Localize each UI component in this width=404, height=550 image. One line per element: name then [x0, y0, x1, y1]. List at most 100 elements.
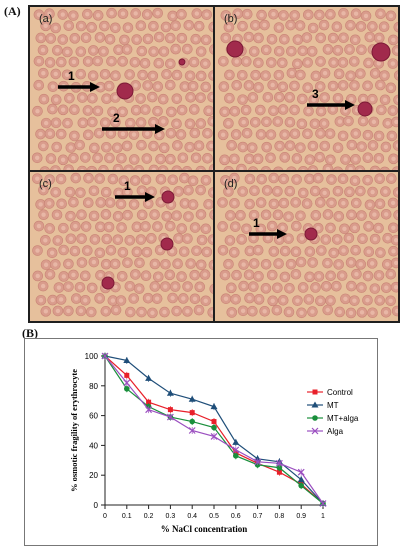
erythrocyte — [297, 187, 309, 199]
erythrocyte — [350, 197, 362, 209]
erythrocyte — [169, 281, 181, 292]
erythrocyte — [238, 259, 249, 270]
y-tick-label: 20 — [89, 471, 98, 480]
erythrocyte — [369, 233, 381, 245]
erythrocyte — [52, 305, 64, 317]
erythrocyte — [167, 292, 178, 304]
erythrocyte — [332, 92, 344, 104]
erythrocyte — [230, 293, 241, 305]
erythrocyte — [277, 222, 288, 234]
erythrocyte — [356, 44, 367, 56]
erythrocyte — [367, 186, 378, 198]
erythrocyte — [260, 166, 272, 170]
erythrocyte — [178, 293, 189, 304]
erythrocyte — [190, 152, 202, 164]
erythrocyte — [267, 79, 278, 91]
erythrocyte — [337, 80, 349, 91]
erythrocyte — [50, 187, 61, 198]
legend: Control MT MT+alga Alga — [307, 388, 359, 436]
erythrocyte — [35, 199, 46, 210]
erythrocyte — [149, 209, 160, 220]
erythrocyte — [76, 209, 87, 221]
erythrocyte — [38, 93, 50, 105]
erythrocyte — [327, 80, 339, 92]
erythrocyte — [38, 67, 49, 79]
erythrocyte — [250, 19, 261, 31]
legend-item: MT+alga — [307, 414, 359, 423]
erythrocyte — [307, 257, 318, 268]
erythrocyte — [58, 222, 69, 234]
erythrocyte — [107, 173, 119, 185]
x-tick-label: 0.8 — [275, 513, 285, 520]
erythrocyte — [92, 152, 103, 164]
erythrocyte — [256, 9, 267, 21]
erythrocyte — [248, 46, 260, 57]
erythrocyte — [285, 19, 296, 31]
erythrocyte — [279, 271, 291, 283]
erythrocyte — [332, 142, 344, 154]
erythrocyte — [177, 152, 189, 164]
erythrocyte — [267, 295, 279, 307]
erythrocyte — [273, 69, 285, 81]
erythrocyte — [218, 81, 230, 92]
erythrocyte — [171, 69, 183, 81]
erythrocyte — [232, 8, 244, 19]
erythrocyte — [385, 268, 397, 280]
erythrocyte — [148, 164, 160, 170]
erythrocyte — [385, 295, 396, 307]
erythrocyte — [187, 175, 199, 187]
erythrocyte — [130, 8, 141, 19]
erythrocyte — [231, 269, 242, 281]
panel-a-label: (A) — [4, 4, 21, 18]
erythrocyte — [219, 269, 231, 281]
erythrocyte — [171, 118, 182, 130]
erythrocyte — [315, 197, 326, 208]
erythrocyte — [173, 186, 184, 197]
erythrocyte — [185, 92, 196, 103]
erythrocyte — [58, 271, 70, 282]
erythrocyte — [161, 68, 172, 80]
erythrocyte — [362, 270, 374, 282]
erythrocyte — [188, 56, 200, 68]
erythrocyte — [109, 258, 121, 270]
arrow-label: 1 — [124, 179, 131, 193]
erythrocyte — [244, 198, 255, 210]
erythrocyte — [324, 128, 336, 139]
erythrocyte — [110, 70, 121, 81]
erythrocyte — [255, 197, 267, 208]
erythrocyte — [255, 223, 267, 235]
erythrocyte — [52, 235, 64, 246]
stained-leukocyte — [160, 237, 174, 251]
data-point — [166, 413, 174, 421]
stained-leukocyte — [371, 42, 391, 62]
erythrocyte — [76, 165, 88, 170]
erythrocyte — [57, 154, 69, 166]
series-alga — [101, 352, 327, 508]
erythrocyte — [318, 19, 330, 31]
erythrocyte — [122, 257, 133, 268]
erythrocyte — [92, 55, 103, 67]
erythrocyte — [112, 234, 124, 245]
stained-leukocyte — [357, 101, 373, 117]
erythrocyte — [32, 270, 44, 282]
erythrocyte — [247, 305, 258, 317]
erythrocyte — [209, 44, 213, 55]
erythrocyte — [55, 56, 67, 68]
erythrocyte — [151, 293, 163, 304]
data-point — [189, 418, 195, 425]
erythrocyte — [302, 128, 313, 140]
erythrocyte — [363, 57, 374, 69]
erythrocyte — [148, 140, 159, 152]
erythrocyte — [77, 92, 88, 103]
erythrocyte — [189, 127, 201, 139]
micrograph-a-image: 12 — [30, 7, 213, 170]
erythrocyte — [268, 246, 280, 257]
y-tick-label: 60 — [89, 412, 98, 421]
erythrocyte — [128, 199, 140, 210]
erythrocyte — [45, 153, 57, 164]
erythrocyte — [338, 197, 349, 209]
erythrocyte — [322, 163, 334, 170]
erythrocyte — [183, 19, 195, 31]
erythrocyte — [247, 166, 259, 170]
erythrocyte — [237, 141, 249, 153]
